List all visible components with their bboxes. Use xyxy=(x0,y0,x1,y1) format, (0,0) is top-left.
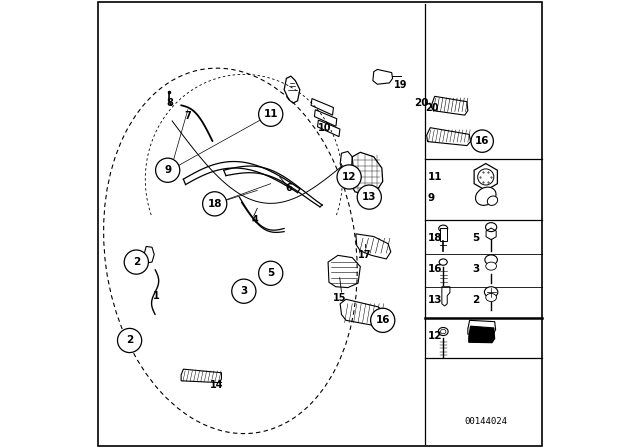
Text: 1: 1 xyxy=(153,291,160,301)
Circle shape xyxy=(477,169,494,185)
Text: 5: 5 xyxy=(267,268,275,278)
Ellipse shape xyxy=(476,187,496,205)
Text: 19: 19 xyxy=(394,80,408,90)
Text: 17: 17 xyxy=(358,250,372,260)
Text: 16: 16 xyxy=(475,136,490,146)
Ellipse shape xyxy=(485,255,497,265)
Circle shape xyxy=(156,158,180,182)
Text: 20: 20 xyxy=(414,98,428,108)
Circle shape xyxy=(124,250,148,274)
Text: 13: 13 xyxy=(428,295,442,305)
Text: 3: 3 xyxy=(240,286,248,296)
Ellipse shape xyxy=(484,287,498,297)
Text: 16: 16 xyxy=(376,315,390,325)
Circle shape xyxy=(118,328,141,353)
Text: 18: 18 xyxy=(207,199,222,209)
Text: 5: 5 xyxy=(472,233,479,243)
Ellipse shape xyxy=(440,329,446,334)
Circle shape xyxy=(357,185,381,209)
Circle shape xyxy=(203,192,227,216)
Ellipse shape xyxy=(487,196,498,206)
Text: 11: 11 xyxy=(264,109,278,119)
Text: 3: 3 xyxy=(472,264,479,274)
Polygon shape xyxy=(468,326,495,343)
Text: 16: 16 xyxy=(428,264,442,274)
Ellipse shape xyxy=(439,225,448,232)
Text: 11: 11 xyxy=(428,172,442,182)
Circle shape xyxy=(337,165,361,189)
Text: 9: 9 xyxy=(428,193,435,203)
Text: 2: 2 xyxy=(472,295,479,305)
Circle shape xyxy=(471,130,493,152)
Ellipse shape xyxy=(438,327,448,336)
Text: 6: 6 xyxy=(285,183,292,193)
Text: 12: 12 xyxy=(342,172,356,182)
Text: 2: 2 xyxy=(132,257,140,267)
Text: 2: 2 xyxy=(126,336,133,345)
FancyBboxPatch shape xyxy=(440,228,447,241)
Ellipse shape xyxy=(486,223,497,232)
Text: 12: 12 xyxy=(428,331,442,341)
Text: 4: 4 xyxy=(252,215,259,224)
Text: 00144024: 00144024 xyxy=(464,417,508,426)
Text: 20: 20 xyxy=(425,103,439,112)
Text: 13: 13 xyxy=(362,192,376,202)
Circle shape xyxy=(371,308,395,332)
Circle shape xyxy=(232,279,256,303)
Circle shape xyxy=(259,261,283,285)
Text: 18: 18 xyxy=(428,233,442,243)
Text: 14: 14 xyxy=(210,380,224,390)
Text: 10: 10 xyxy=(317,123,332,133)
Ellipse shape xyxy=(486,293,497,302)
Text: 8: 8 xyxy=(166,98,173,108)
Ellipse shape xyxy=(486,262,497,270)
Circle shape xyxy=(259,102,283,126)
Text: 15: 15 xyxy=(333,293,347,303)
Text: 7: 7 xyxy=(184,112,191,121)
Text: 9: 9 xyxy=(164,165,172,175)
Ellipse shape xyxy=(439,259,447,265)
